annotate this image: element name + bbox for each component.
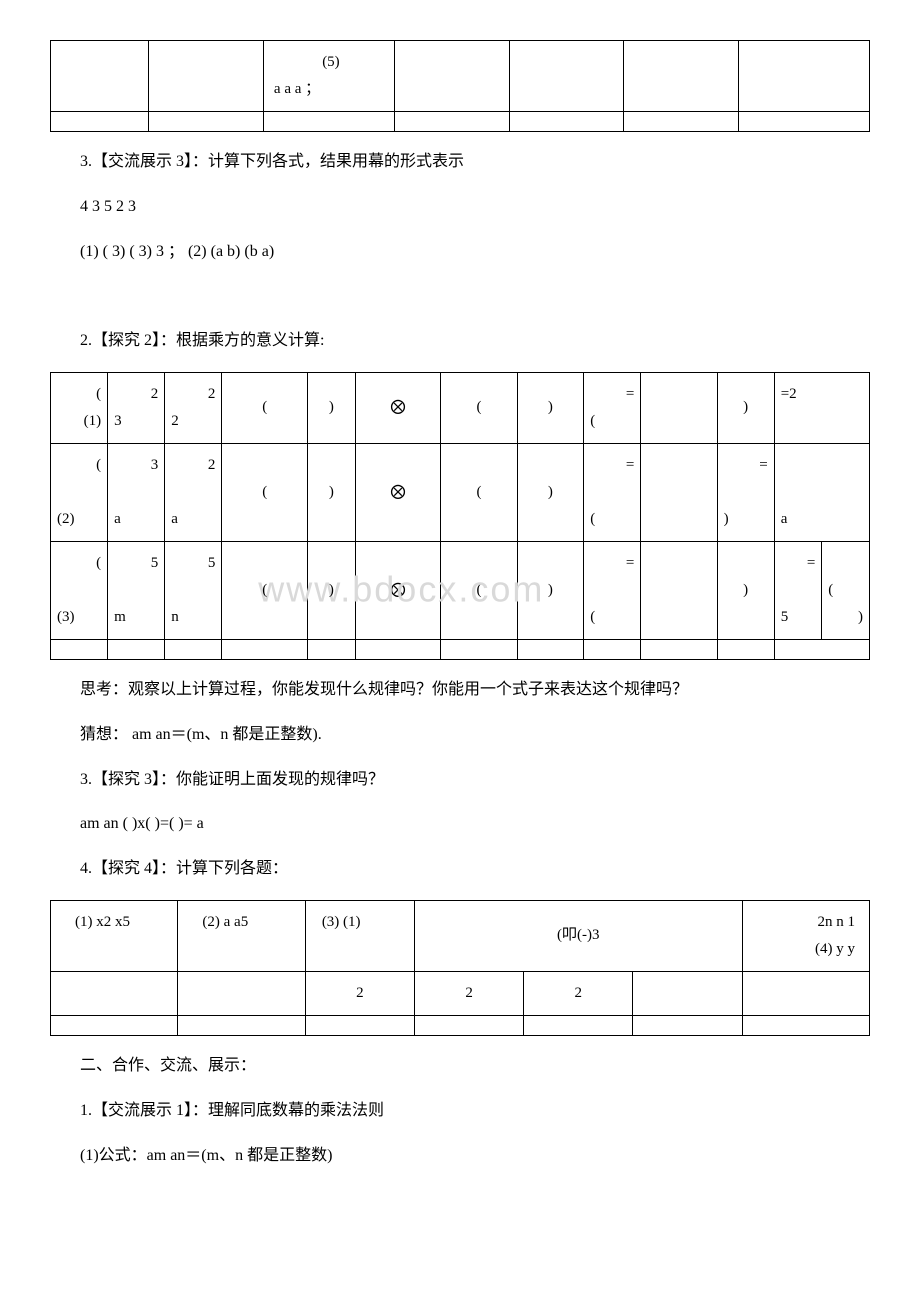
- t2-r3-c5: ) www.bdocx.com: [308, 541, 356, 639]
- t2-r3-c9: =(: [584, 541, 641, 639]
- t2-r1-c2: 23: [108, 372, 165, 443]
- t1-r2-c1: [51, 112, 149, 132]
- t3-r2-c7: [742, 971, 869, 1015]
- t2-r2-c5: ): [308, 443, 356, 541]
- sec2-p1: 思考：观察以上计算过程，你能发现什么规律吗？你能用一个式子来表达这个规律吗？: [50, 676, 870, 705]
- t3-r1-c2: (2) a a5: [178, 900, 305, 971]
- t2-r3-c1: ((3): [51, 541, 108, 639]
- sec1-p1: 3.【交流展示 3】：计算下列各式，结果用幕的形式表示: [80, 148, 870, 177]
- sec2-p3: 3.【探究 3】：你能证明上面发现的规律吗？: [80, 766, 870, 795]
- t2-r3-c3: 5n: [165, 541, 222, 639]
- t2-r1-c3: 22: [165, 372, 222, 443]
- t2-r1-c9: =(: [584, 372, 641, 443]
- t1-r2-c6: [624, 112, 739, 132]
- t3-r1-c3: (3) (1): [305, 900, 414, 971]
- t1-r2-c3: [263, 112, 394, 132]
- sec2-p4: am an ( )x( )=( )= a: [80, 810, 870, 839]
- t3-r2-c2: [178, 971, 305, 1015]
- t2-r1-c12: =2: [774, 372, 869, 443]
- t2-r2-c6: ⨂: [355, 443, 441, 541]
- table-1: (5) a a a ；: [50, 40, 870, 132]
- sec3-p1: 二、合作、交流、展示：: [80, 1052, 870, 1081]
- t1-r1-c5: [509, 41, 624, 112]
- sec2-p5: 4.【探究 4】：计算下列各题：: [80, 855, 870, 884]
- t3-r2-c1: [51, 971, 178, 1015]
- t2-r2-c4: (: [222, 443, 308, 541]
- t1-r2-c5: [509, 112, 624, 132]
- t2-r2-c12: a: [774, 443, 869, 541]
- t2-r3-c10: [641, 541, 717, 639]
- t2-r2-c8: ): [517, 443, 584, 541]
- t2-r1-c5: ): [308, 372, 356, 443]
- t1-r1-c2: [149, 41, 264, 112]
- sec3-p2: 1.【交流展示 1】：理解同底数幕的乘法法则: [80, 1097, 870, 1126]
- t3-r2-c5: 2: [524, 971, 633, 1015]
- t2-r1-c11: ): [717, 372, 774, 443]
- t2-r1-c6: ⨂: [355, 372, 441, 443]
- t2-r2-c1: ((2): [51, 443, 108, 541]
- t2-r1-c7: (: [441, 372, 517, 443]
- sec3-p3: (1)公式：am an＝(m、n 都是正整数): [80, 1142, 870, 1171]
- t2-r2-c9: =(: [584, 443, 641, 541]
- t2-r2-c7: (: [441, 443, 517, 541]
- t2-r2-c2: 3a: [108, 443, 165, 541]
- t1-r2-c4: [394, 112, 509, 132]
- sec2-p2: 猜想： am an＝(m、n 都是正整数).: [80, 721, 870, 750]
- t2-r1-c10: [641, 372, 717, 443]
- t2-r3-c4: (: [222, 541, 308, 639]
- t2-r1-c4: (: [222, 372, 308, 443]
- table-3: (1) x2 x5 (2) a a5 (3) (1) (叩(-)3 2n n 1…: [50, 900, 870, 1036]
- t1-r1-c3-line2: a a a ；: [274, 76, 388, 103]
- sec1-p4: 2.【探究 2】：根据乘方的意义计算:: [80, 327, 870, 356]
- t2-r3-c13: (): [822, 541, 870, 639]
- t1-r1-c1: [51, 41, 149, 112]
- t2-r2-c11: =): [717, 443, 774, 541]
- t2-r2-c3: 2a: [165, 443, 222, 541]
- t1-r1-c3: (5) a a a ；: [263, 41, 394, 112]
- t2-r3-c11: ): [717, 541, 774, 639]
- t1-r2-c7: [738, 112, 869, 132]
- t3-r2-c3: 2: [305, 971, 414, 1015]
- t1-r2-c2: [149, 112, 264, 132]
- t2-r2-c10: [641, 443, 717, 541]
- t3-r2-c6: [633, 971, 742, 1015]
- t3-r1-c5: 2n n 1 (4) y y: [742, 900, 869, 971]
- t3-r2-c4: 2: [415, 971, 524, 1015]
- t2-r3-c6: ⨂: [355, 541, 441, 639]
- t2-r3-c2: 5m: [108, 541, 165, 639]
- t2-r3-c7: (: [441, 541, 517, 639]
- table-2: ((1) 23 22 ( ) ⨂ ( ) =( ) =2 ((2) 3a 2a …: [50, 372, 870, 660]
- t1-r1-c3-line1: (5): [274, 49, 388, 76]
- t3-r1-c4: (叩(-)3: [415, 900, 743, 971]
- t2-r3-c12: =5: [774, 541, 822, 639]
- t1-r1-c4: [394, 41, 509, 112]
- t3-r1-c1: (1) x2 x5: [51, 900, 178, 971]
- sec1-p3: (1) ( 3) ( 3) 3 ； (2) (a b) (b a): [80, 238, 870, 267]
- t2-r3-c8: ): [517, 541, 584, 639]
- sec1-p2: 4 3 5 2 3: [80, 193, 870, 222]
- t1-r1-c6: [624, 41, 739, 112]
- t1-r1-c7: [738, 41, 869, 112]
- t2-r1-c1: ((1): [51, 372, 108, 443]
- t2-r1-c8: ): [517, 372, 584, 443]
